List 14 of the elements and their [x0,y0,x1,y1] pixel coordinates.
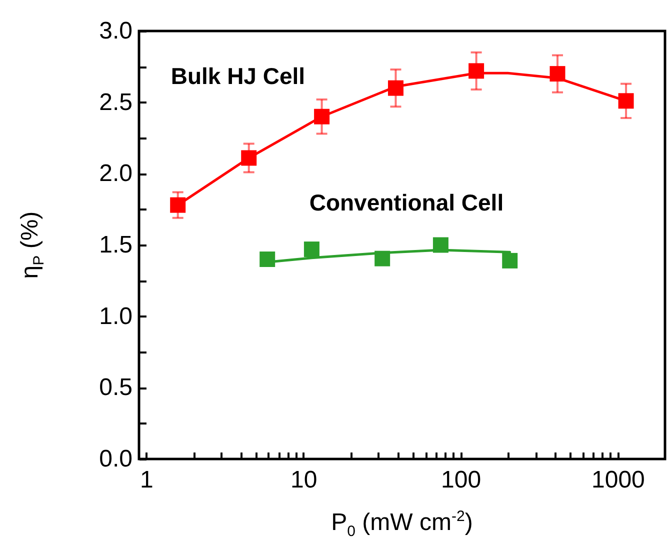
series-label: Bulk HJ Cell [170,63,306,90]
x-tick-label: 10 [290,466,318,494]
y-tick-label: 1.0 [99,302,132,330]
y-tick-label: 0.5 [99,374,132,402]
x-tick-label: 1 [140,466,154,494]
x-tick-label: 1000 [591,466,645,494]
series-label: Conventional Cell [309,189,504,216]
x-tick-label: 100 [441,466,482,494]
x-axis-title: P$_{0}$ (mW cm$^{-2}$) [330,508,474,540]
y-tick-label: 3.0 [99,18,132,44]
y-tick-label: 2.0 [99,160,132,188]
y-tick-label: 2.5 [99,88,132,116]
y-tick-label: 1.5 [99,232,132,258]
y-tick-label: 0.0 [99,446,132,472]
